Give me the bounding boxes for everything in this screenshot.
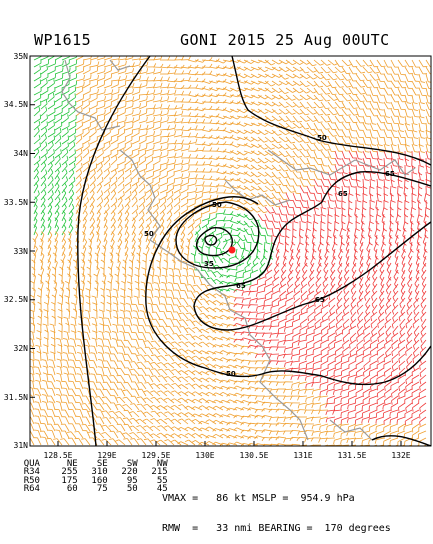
storm-center-marker xyxy=(229,247,236,254)
lat-label: 34.5N xyxy=(2,100,28,109)
lat-label: 35N xyxy=(2,52,28,61)
table-cell: 50 xyxy=(108,485,138,494)
storm-id: WP1615 xyxy=(34,31,91,49)
lat-label: 32.5N xyxy=(2,295,28,304)
lat-label: 31N xyxy=(2,441,28,450)
rmw-bearing-line: RMW = 33 nmi BEARING = 170 degrees xyxy=(162,524,391,534)
wind-field-map: 50 65 35 65 65 50 50 65 50 xyxy=(0,0,433,500)
contour-label: 65 xyxy=(236,282,246,290)
lon-label: 130E xyxy=(185,451,225,460)
map-title: GONI 2015 25 Aug 00UTC xyxy=(180,31,390,49)
contour-label: 50 xyxy=(317,134,327,142)
contour-label: 35 xyxy=(204,260,214,268)
lat-label: 32N xyxy=(2,344,28,353)
contour-label: 50 xyxy=(226,370,236,378)
lat-label: 31.5N xyxy=(2,393,28,402)
lat-label: 33.5N xyxy=(2,198,28,207)
table-cell: 75 xyxy=(78,485,108,494)
lat-label: 33N xyxy=(2,247,28,256)
vmax-mslp-line: VMAX = 86 kt MSLP = 954.9 hPa xyxy=(162,494,391,504)
lat-label: 34N xyxy=(2,149,28,158)
lon-label: 130.5E xyxy=(234,451,274,460)
contour-label: 65 xyxy=(385,170,395,178)
contour-label: 65 xyxy=(338,190,348,198)
table-cell: R64 xyxy=(24,485,48,494)
lon-label: 131.5E xyxy=(332,451,372,460)
contour-label: 65 xyxy=(315,296,325,304)
lon-label: 131E xyxy=(283,451,323,460)
table-cell: 60 xyxy=(48,485,78,494)
lon-label: 132E xyxy=(381,451,421,460)
contour-label: 50 xyxy=(212,201,222,209)
storm-info: VMAX = 86 kt MSLP = 954.9 hPa RMW = 33 n… xyxy=(162,474,391,544)
contour-label: 50 xyxy=(144,230,154,238)
